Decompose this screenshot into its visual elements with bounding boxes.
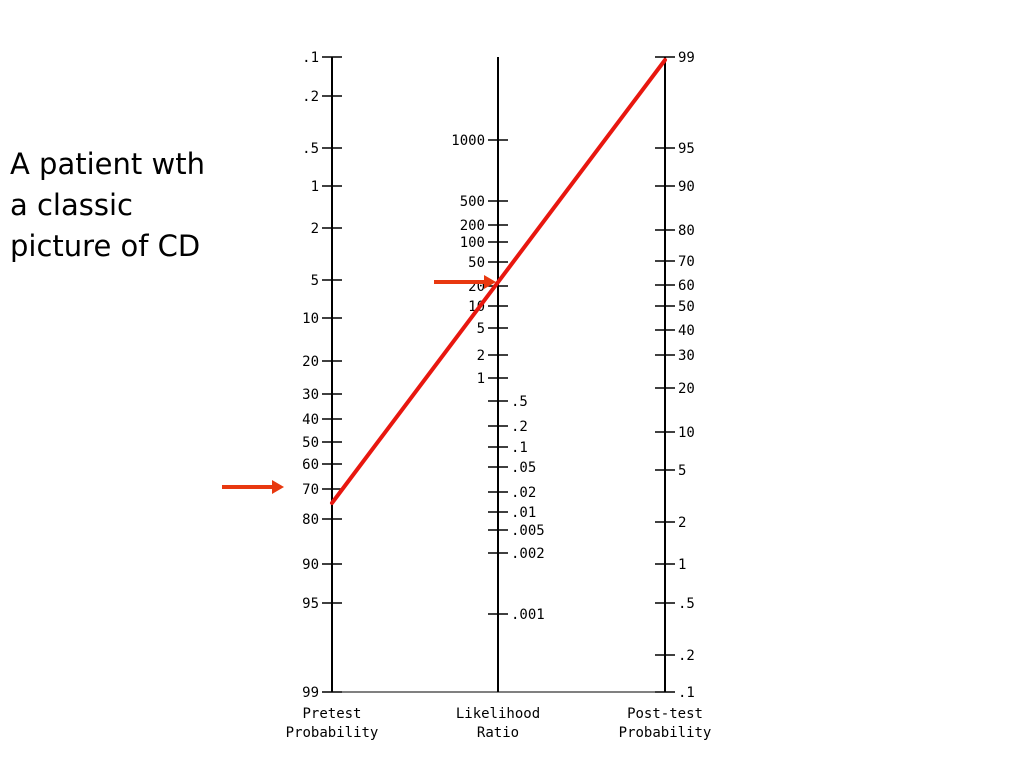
pretest-tick-label: 10 [302,311,319,327]
posttest-axis-label: Post-test [627,706,703,722]
likelihood-tick-label: .05 [511,460,536,476]
likelihood-tick-label: 1 [477,371,485,387]
posttest-tick-label: 10 [678,425,695,441]
likelihood-axis-label: Ratio [477,725,519,741]
caption-line: picture of CD [10,229,201,263]
pretest-tick-label: 99 [302,685,319,701]
posttest-tick-label: 1 [678,557,686,573]
arrow-layer [222,275,496,494]
posttest-tick-label: 70 [678,254,695,270]
posttest-tick-label: 50 [678,299,695,315]
posttest-tick-label: 5 [678,463,686,479]
likelihood-tick-label: 1000 [451,133,485,149]
pretest-tick-label: 20 [302,354,319,370]
likelihood-tick-label: .005 [511,523,545,539]
likelihood-tick-label: .01 [511,505,536,521]
likelihood-tick-label: 5 [477,321,485,337]
likelihood-tick-label: .02 [511,485,536,501]
likelihood-tick-label: 100 [460,235,485,251]
pretest-tick-label: 30 [302,387,319,403]
likelihood-tick-label: 2 [477,348,485,364]
likelihood-tick-label: .5 [511,394,528,410]
likelihood-tick-label: .1 [511,440,528,456]
nomogram-line [330,58,667,505]
posttest-axis: 99 95 90 80 70 60 50 40 30 20 10 5 2 1 .5 .2 .1 Post-test… [619,50,712,741]
caption-line: a classic [10,188,133,222]
posttest-axis-label: Probability [619,725,712,741]
pretest-tick-label: .5 [302,141,319,157]
pretest-tick-label: 60 [302,457,319,473]
posttest-tick-label: .2 [678,648,695,664]
caption-line: A patient wth [10,147,205,181]
posttest-tick-label: 30 [678,348,695,364]
pretest-tick-label: .2 [302,89,319,105]
pretest-axis-label: Pretest [302,706,361,722]
pretest-axis-label: Probability [286,725,379,741]
likelihood-tick-label: 200 [460,218,485,234]
pretest-tick-label: 95 [302,596,319,612]
pretest-tick-label: 50 [302,435,319,451]
pretest-tick-label: 40 [302,412,319,428]
posttest-tick-label: .1 [678,685,695,701]
likelihood-arrow-icon-head [484,275,496,289]
pretest-tick-label: 80 [302,512,319,528]
posttest-tick-label: 20 [678,381,695,397]
pretest-tick-label: 1 [311,179,319,195]
likelihood-tick-label: .2 [511,419,528,435]
slide-caption: A patient wth a classic picture of CD [10,144,205,267]
posttest-tick-label: 90 [678,179,695,195]
posttest-tick-label: .5 [678,596,695,612]
likelihood-tick-label: 50 [468,255,485,271]
nomogram-line-layer [330,58,667,693]
likelihood-tick-label: .001 [511,607,545,623]
posttest-tick-label: 95 [678,141,695,157]
pretest-tick-label: 90 [302,557,319,573]
pretest-tick-label: 70 [302,482,319,498]
posttest-tick-label: 99 [678,50,695,66]
likelihood-tick-label: 500 [460,194,485,210]
posttest-tick-label: 2 [678,515,686,531]
posttest-tick-label: 60 [678,278,695,294]
pretest-axis: .1 .2 .5 1 2 5 10 20 30 40 50 60 70 80 90 95 99 Pretest Pr… [286,50,379,741]
posttest-tick-label: 40 [678,323,695,339]
likelihood-axis-label: Likelihood [456,706,540,722]
likelihood-tick-label: .002 [511,546,545,562]
likelihood-ratio-axis: 1000500200100502010521.5.2.1.05.02.01.00… [451,57,545,741]
posttest-tick-label: 80 [678,223,695,239]
pretest-tick-label: 2 [311,221,319,237]
pretest-tick-label: .1 [302,50,319,66]
pretest-tick-label: 5 [311,273,319,289]
pretest-arrow-icon-head [272,480,284,494]
